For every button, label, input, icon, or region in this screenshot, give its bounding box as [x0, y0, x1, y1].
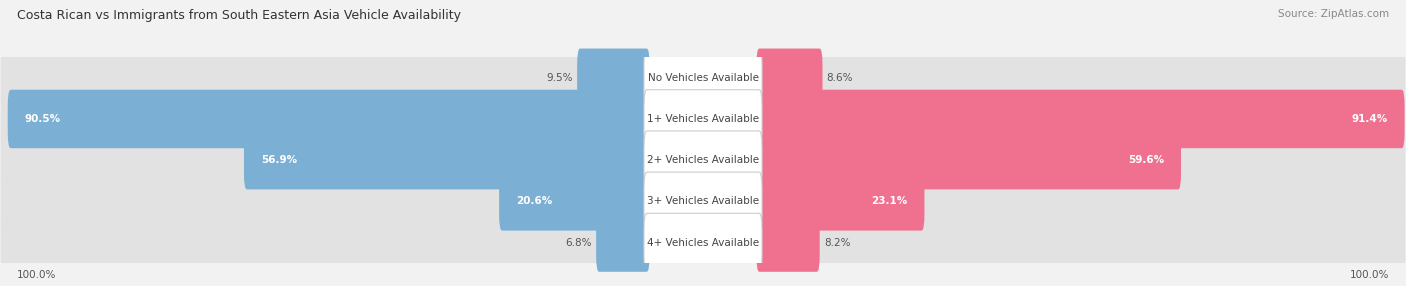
- Text: Costa Rican vs Immigrants from South Eastern Asia Vehicle Availability: Costa Rican vs Immigrants from South Eas…: [17, 9, 461, 21]
- Text: 91.4%: 91.4%: [1351, 114, 1388, 124]
- Text: 9.5%: 9.5%: [547, 73, 574, 83]
- FancyBboxPatch shape: [756, 90, 1405, 148]
- FancyBboxPatch shape: [644, 131, 762, 189]
- FancyBboxPatch shape: [0, 127, 1406, 194]
- Text: 59.6%: 59.6%: [1128, 155, 1164, 165]
- Text: 23.1%: 23.1%: [872, 196, 908, 206]
- FancyBboxPatch shape: [499, 172, 650, 231]
- FancyBboxPatch shape: [644, 90, 762, 148]
- FancyBboxPatch shape: [756, 172, 925, 231]
- FancyBboxPatch shape: [644, 172, 762, 231]
- FancyBboxPatch shape: [243, 131, 650, 189]
- Text: 20.6%: 20.6%: [516, 196, 553, 206]
- FancyBboxPatch shape: [756, 131, 1181, 189]
- Text: 8.2%: 8.2%: [824, 238, 851, 247]
- FancyBboxPatch shape: [578, 49, 650, 107]
- Text: 2+ Vehicles Available: 2+ Vehicles Available: [647, 155, 759, 165]
- FancyBboxPatch shape: [756, 49, 823, 107]
- FancyBboxPatch shape: [0, 209, 1406, 276]
- Text: 100.0%: 100.0%: [17, 270, 56, 279]
- Text: 100.0%: 100.0%: [1350, 270, 1389, 279]
- FancyBboxPatch shape: [596, 213, 650, 272]
- Text: 4+ Vehicles Available: 4+ Vehicles Available: [647, 238, 759, 247]
- FancyBboxPatch shape: [756, 213, 820, 272]
- Text: No Vehicles Available: No Vehicles Available: [648, 73, 758, 83]
- FancyBboxPatch shape: [0, 86, 1406, 152]
- Text: 90.5%: 90.5%: [25, 114, 60, 124]
- Text: 3+ Vehicles Available: 3+ Vehicles Available: [647, 196, 759, 206]
- Text: 6.8%: 6.8%: [565, 238, 592, 247]
- Text: 56.9%: 56.9%: [260, 155, 297, 165]
- FancyBboxPatch shape: [644, 213, 762, 272]
- Text: 8.6%: 8.6%: [827, 73, 853, 83]
- FancyBboxPatch shape: [0, 168, 1406, 235]
- FancyBboxPatch shape: [7, 90, 650, 148]
- Text: Source: ZipAtlas.com: Source: ZipAtlas.com: [1278, 9, 1389, 19]
- FancyBboxPatch shape: [644, 49, 762, 107]
- FancyBboxPatch shape: [0, 44, 1406, 111]
- Text: 1+ Vehicles Available: 1+ Vehicles Available: [647, 114, 759, 124]
